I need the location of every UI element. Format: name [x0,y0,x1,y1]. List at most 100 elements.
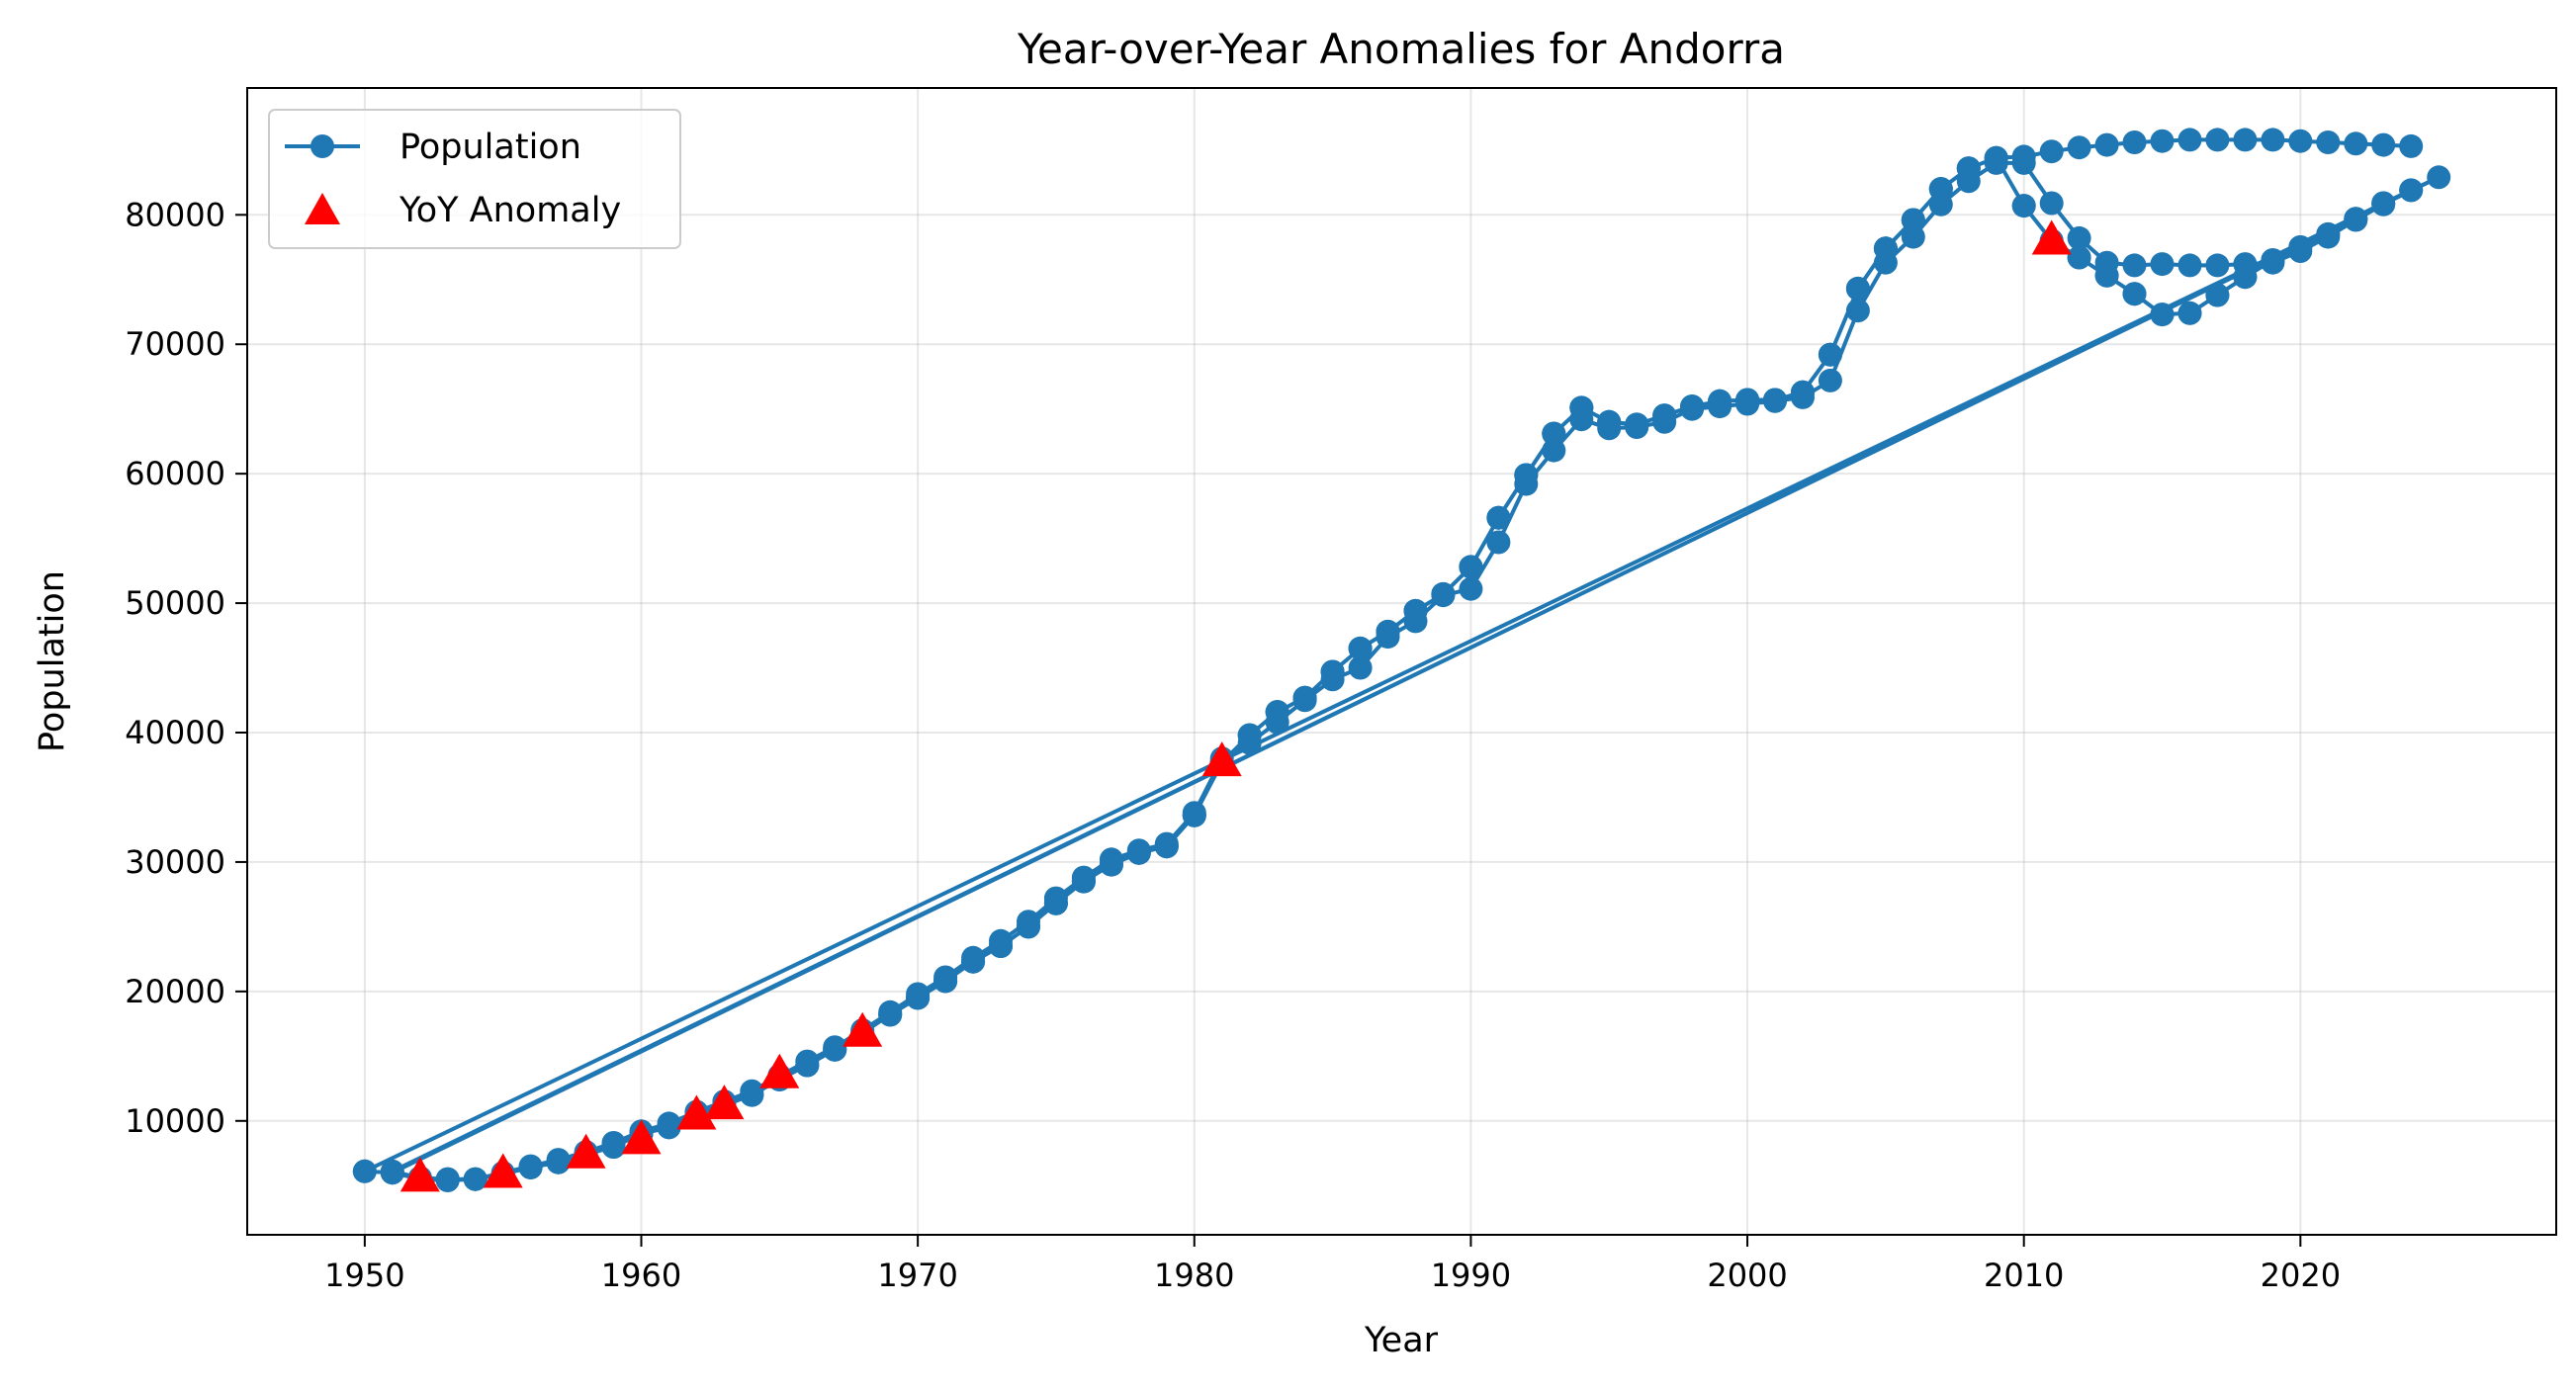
x-tick-label: 1980 [1154,1257,1234,1294]
population-point [1017,914,1040,939]
population-point [989,934,1013,958]
population-point [906,986,931,1010]
population-point [601,1135,626,1159]
population-point [1818,342,1842,367]
population-point [795,1053,820,1078]
population-point [2177,253,2202,278]
population-point [2177,128,2202,152]
population-point [961,949,986,974]
population-point [1514,463,1539,487]
population-point [2011,144,2036,169]
population-point [1845,276,1870,301]
y-tick-label: 40000 [125,714,225,751]
population-point [2205,128,2230,152]
population-point [1763,388,1787,412]
population-point [1376,619,1400,644]
population-point [1597,409,1622,434]
population-point [2371,191,2396,216]
population-point [2067,225,2091,250]
population-point [2288,235,2313,259]
legend-box [268,109,681,249]
anomaly-point [704,1085,745,1120]
grid [247,88,2556,1235]
population-point [1154,834,1179,859]
population-point [2067,245,2091,270]
population-point [1984,145,2008,170]
x-tick-label: 2020 [2261,1257,2341,1294]
population-point [1403,598,1428,623]
legend-anomaly-label: YoY Anomaly [399,191,621,230]
population-point [1956,156,1981,181]
population-point [2399,133,2424,158]
population-point [1735,388,1760,412]
population-point [2150,129,2175,153]
y-tick-label: 60000 [125,455,225,492]
x-tick-label: 1950 [324,1257,404,1294]
population-point [435,1167,460,1191]
anomaly-point [676,1094,717,1130]
population-point [1348,636,1373,660]
anomaly-point [843,1011,883,1047]
population-point [1542,438,1566,463]
population-point [2122,130,2147,154]
population-point [1126,840,1151,865]
population-point [2177,301,2202,325]
legend: Population YoY Anomaly [268,109,681,249]
legend-population-marker [311,134,334,158]
population-point [1486,530,1511,555]
population-point [2344,207,2368,231]
chart-title: Year-over-Year Anomalies for Andorra [1017,25,1785,73]
population-point [2316,130,2341,154]
anomaly-point [621,1119,662,1155]
population-point [1486,505,1511,530]
population-point [2427,165,2451,190]
population-line [362,137,2442,1182]
population-point [2399,178,2424,203]
population-point [1652,403,1677,428]
x-axis-label: Year [1364,1321,1439,1360]
population-point [352,1159,377,1183]
population-point [823,1037,847,1062]
y-tick-label: 50000 [125,584,225,622]
x-tick-label: 1970 [877,1257,957,1294]
data-series [352,128,2451,1192]
population-point [1625,412,1649,437]
population-point [1873,236,1898,261]
population-point [1431,581,1456,606]
plot-area-frame [246,87,2557,1236]
population-point [2205,283,2230,307]
y-axis: 10000 20000 30000 40000 50000 60000 70000 80000 [125,196,247,1140]
population-point [1099,852,1123,877]
population-point [1818,368,1842,392]
population-point [2094,263,2119,288]
population-point [518,1155,543,1179]
x-tick-label: 1960 [601,1257,681,1294]
population-point [933,969,958,994]
population-point [2371,132,2396,157]
population-point [1901,208,1925,232]
y-tick-label: 70000 [125,325,225,363]
population-point [1680,394,1705,419]
population-point [2316,221,2341,246]
population-point [2122,253,2147,278]
population-point [2261,248,2285,273]
y-tick-label: 80000 [125,196,225,233]
population-point [1928,177,1953,202]
population-point [2011,194,2036,218]
population-point [740,1083,764,1107]
population-point [2233,265,2258,290]
anomaly-point [483,1153,523,1188]
population-point [546,1150,571,1174]
y-tick-label: 30000 [125,843,225,881]
population-point [2150,303,2175,327]
population-point [1071,869,1096,894]
population-point [463,1167,488,1191]
population-point [2094,132,2119,157]
population-point [1237,723,1262,747]
population-point [657,1115,681,1140]
anomaly-point [759,1053,800,1088]
population-point [1292,685,1317,710]
legend-population-label: Population [400,128,581,167]
population-point [2261,128,2285,152]
